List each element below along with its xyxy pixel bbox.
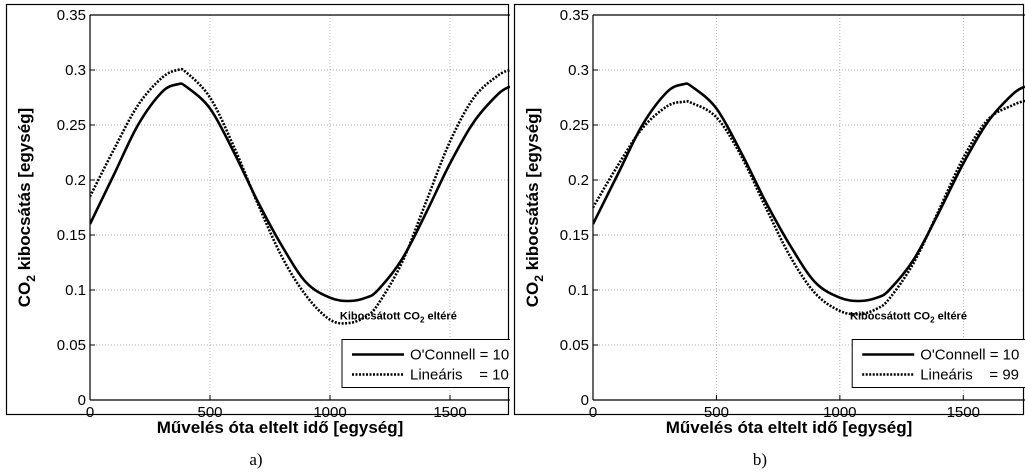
y-tick-label: 0.2 [568,172,589,189]
y-tick-label: 0.15 [57,227,86,244]
x-tick-label: 1000 [823,404,856,421]
x-axis-label: Művelés óta eltelt idő [egység] [157,418,404,437]
panel-caption: a) [249,450,262,469]
y-axis-label: CO2 kibocsátás [egység] [523,108,546,307]
x-tick-label: 500 [704,404,729,421]
y-tick-label: 0.3 [568,62,589,79]
y-tick-label: 0.05 [560,337,589,354]
x-tick-label: 1000 [313,404,346,421]
legend-entry: Lineáris = 99 [920,367,1019,384]
legend-entry: Lineáris = 10 [410,367,509,384]
y-tick-label: 0.35 [57,7,86,24]
legend-entry: O'Connell = 10 [410,347,509,364]
x-tick-label: 1500 [947,404,980,421]
y-tick-label: 0.05 [57,337,86,354]
y-tick-label: 0 [581,392,589,409]
y-tick-label: 0.3 [65,62,86,79]
x-axis-label: Művelés óta eltelt idő [egység] [666,418,913,437]
panel-frame [5,3,510,416]
legend-box [341,339,510,388]
y-tick-label: 0.15 [560,227,589,244]
chart-panel-a: 0 0.05 0.1 0.15 0.2 0.25 0.3 0.35 0 500 1000 1500 Ki… [5,3,510,469]
y-tick-label: 0.35 [560,7,589,24]
series-group: Kibocsátott CO2 eltéré [90,67,510,325]
series-group: Kibocsátott CO2 eltéré [593,82,1025,325]
legend: O'Connell = 10 Lineáris = 99 [851,339,1025,388]
legend-box [851,339,1025,388]
series-line-linearis [90,67,510,325]
legend-entry: O'Connell = 10 [920,347,1019,364]
chart-panel-b: 0 0.05 0.1 0.15 0.2 0.25 0.3 0.35 0 500 1000 1500 Ki… [513,3,1025,469]
panel-caption: b) [753,450,767,469]
x-tick-label: 0 [589,404,597,421]
y-tick-label: 0.2 [65,172,86,189]
series-line-oconnell [90,82,510,303]
y-tick-label: 0 [78,392,86,409]
series-line-linearis [593,99,1025,316]
x-tick-label: 500 [197,404,222,421]
x-tick-label: 1500 [433,404,466,421]
y-tick-label: 0.25 [57,117,86,134]
series-line-oconnell [593,82,1025,303]
y-tick-label: 0.1 [568,282,589,299]
annotation-text: Kibocsátott CO2 eltéré [850,311,967,325]
y-axis-label: CO2 kibocsátás [egység] [15,108,38,307]
panel-frame [513,3,1025,416]
legend: O'Connell = 10 Lineáris = 10 [341,339,510,388]
x-tick-label: 0 [86,404,94,421]
y-tick-label: 0.1 [65,282,86,299]
y-tick-label: 0.25 [560,117,589,134]
annotation-text: Kibocsátott CO2 eltéré [340,311,457,325]
